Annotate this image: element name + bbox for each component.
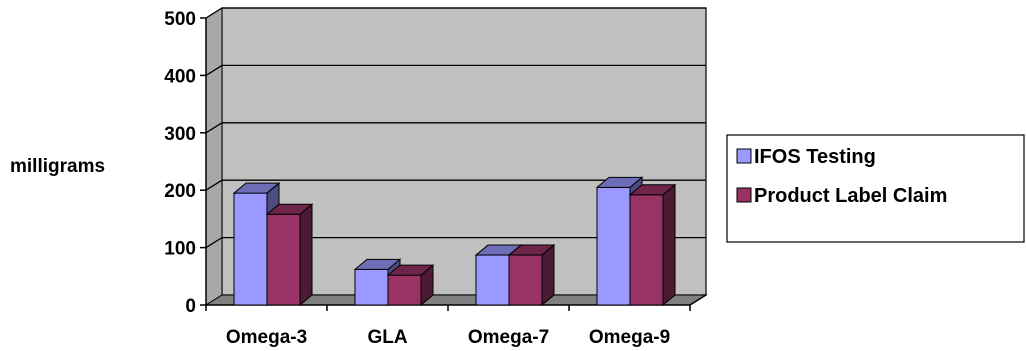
- y-tick-label: 200: [164, 181, 196, 202]
- legend-label-ifos-testing: IFOS Testing: [754, 146, 876, 168]
- bar-top: [595, 176, 644, 188]
- x-tick-label: GLA: [367, 327, 407, 348]
- gridline: [205, 236, 706, 249]
- bar-side: [662, 183, 676, 307]
- legend-label-product-label-claim: Product Label Claim: [754, 185, 947, 207]
- bar-omega-7-product-label-claim: [507, 243, 556, 307]
- bar-front: [629, 194, 664, 306]
- x-tick-label: Omega-9: [589, 327, 670, 348]
- legend: IFOS Testing Product Label Claim: [726, 134, 1025, 243]
- bar-gla-product-label-claim: [386, 264, 435, 307]
- legend-swatch-ifos-testing: [736, 148, 752, 164]
- bar-top: [386, 264, 435, 276]
- bar-top: [353, 258, 402, 270]
- y-tick-label: 500: [164, 9, 196, 30]
- y-tick-label: 300: [164, 124, 196, 145]
- gridline: [205, 64, 706, 76]
- bar-omega-9-product-label-claim: [628, 183, 677, 307]
- gridline: [205, 179, 706, 191]
- legend-swatch-product-label-claim: [736, 187, 752, 203]
- bar-front: [475, 254, 510, 306]
- bar-top: [232, 182, 281, 194]
- gridline: [205, 122, 706, 134]
- bar-front: [596, 186, 631, 306]
- bar-top: [507, 244, 556, 256]
- x-tick-label: Omega-7: [468, 327, 549, 348]
- y-axis-title: milligrams: [10, 156, 105, 177]
- bar-front: [508, 254, 543, 306]
- y-tick-label: 100: [164, 239, 196, 260]
- x-tick-label: Omega-3: [226, 327, 307, 348]
- y-tick-label: 400: [164, 66, 196, 87]
- bar-omega-3-product-label-claim: [265, 203, 314, 307]
- bars: [232, 176, 677, 307]
- bar-side: [299, 203, 313, 307]
- bar-front: [233, 192, 268, 306]
- x-axis-depth: [689, 294, 707, 306]
- bar-top: [265, 203, 314, 215]
- bar-front: [266, 213, 301, 306]
- axis-labels: 0 100 200 300 400 500 Omega-3 GLA Omega-7 Omega-9: [164, 9, 670, 348]
- y-tick-label: 0: [185, 296, 196, 317]
- legend-box: [726, 134, 1025, 243]
- bar-front: [354, 268, 389, 306]
- bar-top: [628, 184, 677, 196]
- side-wall: [205, 7, 223, 306]
- gridline: [205, 7, 706, 19]
- bar-front: [387, 274, 422, 306]
